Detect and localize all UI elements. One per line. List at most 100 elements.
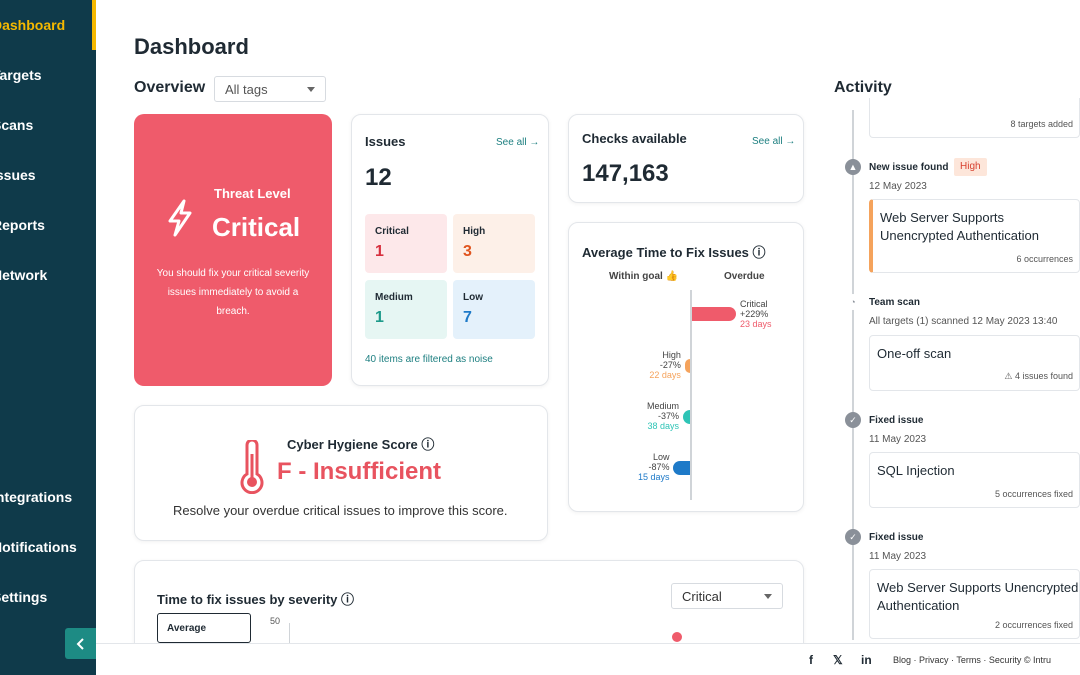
activity-event: Fixed issue	[869, 415, 924, 426]
average-toggle-button[interactable]: Average	[157, 613, 251, 643]
severity-count: 3	[463, 243, 472, 260]
issues-total: 12	[365, 164, 392, 191]
activity-card-meta: 5 occurrences fixed	[994, 489, 1073, 499]
threat-level-value: Critical	[212, 212, 301, 242]
severity-low-tile[interactable]: Low 7	[453, 280, 535, 339]
activity-card[interactable]: 8 targets added	[869, 98, 1080, 138]
sidebar-item-label: Notifications	[0, 539, 77, 555]
checks-title: Checks available	[582, 131, 687, 146]
time-by-severity-title: Time to fix issues by severity ⓘ	[157, 592, 355, 607]
severity-label: Medium	[375, 292, 413, 303]
sidebar-item-network[interactable]: Network	[0, 250, 96, 300]
sidebar-item-dashboard[interactable]: Dashboard	[0, 0, 96, 50]
severity-select[interactable]: Critical	[671, 583, 783, 609]
threat-level-label: Threat Level	[214, 186, 291, 201]
severity-medium-tile[interactable]: Medium 1	[365, 280, 447, 339]
chart-axis	[690, 290, 692, 500]
severity-count: 1	[375, 243, 384, 260]
overview-title: Overview	[134, 79, 206, 96]
tag-filter-select[interactable]: All tags	[214, 76, 326, 102]
fix-bar-critical	[692, 307, 736, 321]
check-icon: ✓	[845, 412, 861, 428]
fix-bar-label: High -27% 22 days	[649, 350, 681, 380]
avg-fix-time-card: Average Time to Fix Issues ⓘ Within goal…	[568, 222, 804, 512]
twitter-icon[interactable]: 𝕏	[833, 653, 843, 667]
sidebar-item-label: Reports	[0, 217, 45, 233]
severity-badge: High	[954, 158, 987, 176]
checks-see-all-link[interactable]: See all →	[752, 136, 796, 147]
severity-critical-tile[interactable]: Critical 1	[365, 214, 447, 273]
hygiene-score: F - Insufficient	[277, 458, 441, 485]
fix-bar-medium	[682, 410, 690, 424]
sidebar-collapse-button[interactable]	[65, 628, 96, 659]
sidebar-item-label: Settings	[0, 589, 48, 605]
fix-bar-low	[673, 461, 690, 475]
hygiene-title: Cyber Hygiene Score ⓘ	[287, 437, 435, 452]
sidebar-item-issues[interactable]: Issues	[0, 150, 96, 200]
sidebar-item-notifications[interactable]: Notifications	[0, 522, 96, 572]
activity-card[interactable]: Web Server Supports Unencrypted Authenti…	[869, 569, 1080, 639]
caret-down-icon	[764, 594, 772, 599]
warning-icon: ▲	[845, 159, 861, 175]
y-axis-tick: 50	[270, 616, 281, 626]
check-icon: ✓	[845, 529, 861, 545]
sidebar: Dashboard Targets Scans Issues Reports N…	[0, 0, 96, 675]
hygiene-card: Cyber Hygiene Score ⓘ F - Insufficient R…	[134, 405, 548, 541]
fix-bar-label: Medium -37% 38 days	[646, 401, 679, 431]
severity-count: 1	[375, 309, 384, 326]
severity-label: Low	[463, 292, 483, 303]
hygiene-description: Resolve your overdue critical issues to …	[173, 503, 508, 518]
chevron-left-icon	[76, 637, 84, 650]
linkedin-icon[interactable]: in	[861, 653, 872, 667]
data-point	[672, 632, 682, 642]
activity-event: New issue found	[869, 162, 949, 173]
noise-filter-link[interactable]: 40 items are filtered as noise	[365, 354, 493, 365]
sidebar-item-reports[interactable]: Reports	[0, 200, 96, 250]
sidebar-item-settings[interactable]: Settings	[0, 572, 96, 622]
thermometer-icon	[240, 440, 264, 494]
activity-date: 12 May 2023	[869, 181, 927, 192]
activity-card-title: Web Server Supports Unencrypted Authenti…	[880, 210, 1039, 243]
facebook-icon[interactable]: f	[809, 653, 813, 667]
overdue-label: Overdue	[724, 271, 765, 282]
activity-title: Activity	[834, 79, 892, 96]
activity-card-title: Web Server Supports Unencrypted Authenti…	[877, 580, 1079, 613]
threat-level-card: Threat Level Critical You should fix you…	[134, 114, 332, 386]
footer: f 𝕏 in Blog · Privacy · Terms · Security…	[96, 643, 1080, 675]
activity-date: 11 May 2023	[869, 551, 927, 562]
within-goal-label: Within goal 👍	[609, 271, 679, 282]
severity-label: High	[463, 226, 486, 237]
activity-card[interactable]: Web Server Supports Unencrypted Authenti…	[869, 199, 1080, 273]
activity-timeline-line	[852, 110, 854, 640]
activity-card-meta: 2 occurrences fixed	[994, 620, 1073, 630]
activity-event: Team scan	[869, 297, 920, 308]
activity-event: Fixed issue	[869, 532, 924, 543]
y-axis-line	[289, 623, 290, 643]
footer-links[interactable]: Blog · Privacy · Terms · Security © Intr…	[893, 655, 1052, 665]
activity-card[interactable]: SQL Injection 5 occurrences fixed	[869, 452, 1080, 508]
severity-select-value: Critical	[682, 589, 722, 604]
issues-see-all-link[interactable]: See all →	[496, 137, 540, 148]
sidebar-item-label: Scans	[0, 117, 34, 133]
severity-label: Critical	[375, 226, 409, 237]
issues-card: Issues See all → 12 Critical 1 High 3 Me…	[351, 114, 549, 386]
activity-date: All targets (1) scanned 12 May 2023 13:4…	[869, 316, 1058, 327]
sidebar-item-scans[interactable]: Scans	[0, 100, 96, 150]
sidebar-item-targets[interactable]: Targets	[0, 50, 96, 100]
threat-level-description: You should fix your critical severity is…	[156, 268, 310, 317]
activity-card-title: SQL Injection	[877, 463, 955, 478]
activity-card[interactable]: One-off scan ⚠ 4 issues found	[869, 335, 1080, 391]
sidebar-item-label: Dashboard	[0, 17, 66, 33]
caret-down-icon	[307, 87, 315, 92]
severity-count: 7	[463, 309, 472, 326]
fix-bar-label: Critical +229% 23 days	[740, 299, 772, 329]
sidebar-item-label: Targets	[0, 67, 42, 83]
sidebar-item-integrations[interactable]: Integrations	[0, 472, 96, 522]
fix-bar-label: Low -87% 15 days	[637, 452, 670, 482]
activity-date: 11 May 2023	[869, 434, 927, 445]
severity-high-tile[interactable]: High 3	[453, 214, 535, 273]
activity-card-meta: 8 targets added	[1010, 119, 1073, 129]
activity-card-meta: 6 occurrences	[1016, 254, 1073, 264]
lightning-icon	[168, 199, 192, 237]
activity-card-meta: ⚠ 4 issues found	[1004, 371, 1073, 381]
